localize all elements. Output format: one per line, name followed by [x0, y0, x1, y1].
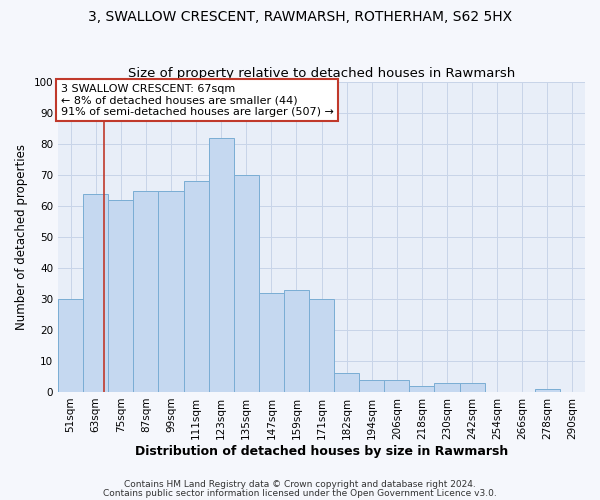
Text: 3 SWALLOW CRESCENT: 67sqm
← 8% of detached houses are smaller (44)
91% of semi-d: 3 SWALLOW CRESCENT: 67sqm ← 8% of detach… [61, 84, 334, 117]
Bar [108, 200, 133, 392]
Bar [434, 382, 460, 392]
Bar [535, 389, 560, 392]
Bar [133, 190, 158, 392]
Bar [359, 380, 384, 392]
Bar [83, 194, 108, 392]
Bar [184, 181, 209, 392]
Bar [334, 374, 359, 392]
Bar [309, 299, 334, 392]
Y-axis label: Number of detached properties: Number of detached properties [15, 144, 28, 330]
Text: Contains public sector information licensed under the Open Government Licence v3: Contains public sector information licen… [103, 488, 497, 498]
Bar [384, 380, 409, 392]
Title: Size of property relative to detached houses in Rawmarsh: Size of property relative to detached ho… [128, 66, 515, 80]
Bar [158, 190, 184, 392]
Text: 3, SWALLOW CRESCENT, RAWMARSH, ROTHERHAM, S62 5HX: 3, SWALLOW CRESCENT, RAWMARSH, ROTHERHAM… [88, 10, 512, 24]
Bar [233, 175, 259, 392]
Bar [259, 293, 284, 392]
Bar [409, 386, 434, 392]
Bar [284, 290, 309, 392]
Bar [460, 382, 485, 392]
Bar [58, 299, 83, 392]
X-axis label: Distribution of detached houses by size in Rawmarsh: Distribution of detached houses by size … [135, 444, 508, 458]
Bar [209, 138, 233, 392]
Text: Contains HM Land Registry data © Crown copyright and database right 2024.: Contains HM Land Registry data © Crown c… [124, 480, 476, 489]
